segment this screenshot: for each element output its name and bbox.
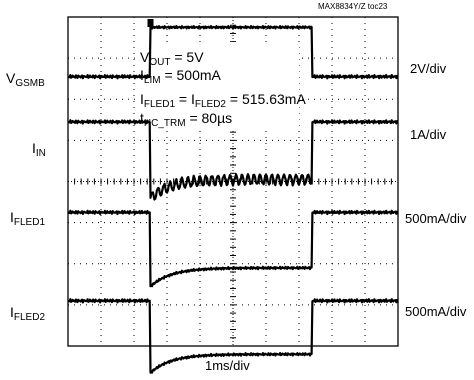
trigger-marker	[147, 19, 154, 33]
trace-line-2	[67, 119, 399, 201]
trigger-marker-body	[147, 19, 154, 27]
channel-label-iin: IIN	[32, 140, 46, 159]
channel-label-ifled1: IFLED1	[10, 209, 46, 228]
annotation-ilim: ILIM = 500mA	[140, 67, 221, 86]
scale-label-ifled2: 500mA/div	[405, 304, 467, 319]
traces	[67, 25, 399, 374]
graticule	[67, 16, 399, 347]
annotation-box	[138, 42, 299, 130]
channel-label-ifled2: IFLED2	[10, 304, 46, 323]
scale-label-ifled1: 500mA/div	[405, 211, 467, 226]
annotation-thc-trm: tHC_TRM = 80µs	[140, 110, 233, 129]
trace-line-3	[67, 209, 399, 288]
scale-label-iin: 1A/div	[410, 127, 447, 142]
channel-label-vgsmb: VGSMB	[6, 70, 45, 89]
figure-tag: MAX8834Y/Z toc23	[318, 2, 388, 11]
x-scale-label: 1ms/div	[205, 358, 250, 373]
trace-line-1	[67, 25, 399, 80]
scale-label-vgsmb: 2V/div	[410, 61, 447, 76]
trace-line-4	[67, 298, 399, 374]
annotation-vout: VOUT = 5V	[140, 49, 204, 68]
annotation-ifled: IFLED1 = IFLED2 = 515.63mA	[140, 91, 306, 110]
